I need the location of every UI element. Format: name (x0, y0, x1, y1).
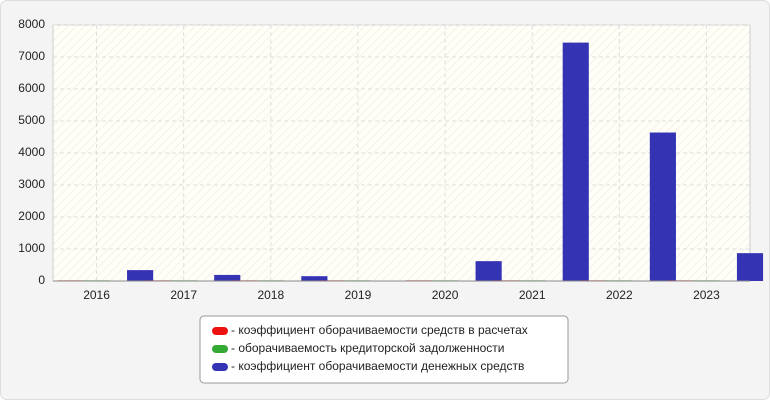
x-tick-label: 2021 (519, 288, 546, 302)
y-tick-label: 3000 (18, 177, 45, 191)
y-tick-label: 1000 (18, 241, 45, 255)
x-tick-label: 2023 (693, 288, 720, 302)
bar (736, 253, 764, 281)
y-tick-label: 0 (38, 273, 45, 287)
legend-swatch (212, 345, 228, 353)
legend (199, 315, 569, 384)
x-tick-label: 2020 (432, 288, 459, 302)
bar (475, 261, 502, 281)
y-tick-label: 5000 (18, 113, 45, 127)
bar (301, 276, 328, 281)
y-tick-label: 4000 (18, 145, 45, 159)
plot-area (52, 24, 751, 282)
legend-swatch (212, 327, 228, 335)
y-tick-label: 8000 (18, 17, 45, 31)
x-tick-label: 2022 (606, 288, 633, 302)
legend-label: - коэффициент оборачиваемости денежных с… (231, 359, 524, 373)
y-tick-label: 7000 (18, 49, 45, 63)
bar (214, 274, 241, 281)
x-tick-label: 2018 (257, 288, 284, 302)
legend-swatch (212, 363, 228, 371)
x-tick-label: 2017 (170, 288, 197, 302)
bar (649, 132, 676, 281)
x-tick-label: 2016 (83, 288, 110, 302)
y-tick-label: 6000 (18, 81, 45, 95)
x-tick-label: 2019 (345, 288, 372, 302)
legend-label: - оборачиваемость кредиторской задолженн… (231, 341, 504, 355)
bar (562, 42, 589, 281)
bar (127, 270, 154, 281)
y-tick-label: 2000 (18, 209, 45, 223)
legend-label: - коэффициент оборачиваемости средств в … (231, 323, 528, 337)
